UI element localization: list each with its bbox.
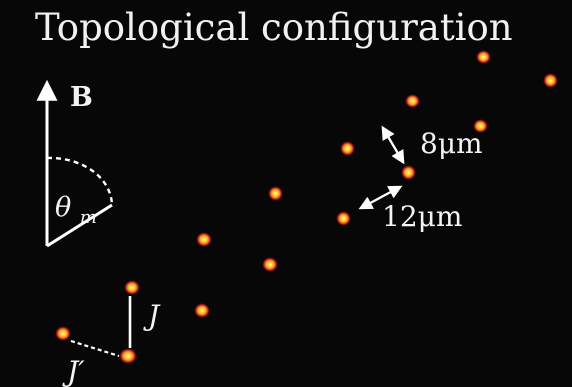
theta-subscript: m (80, 207, 97, 228)
atom-14 (119, 348, 137, 364)
long-distance-label: 12μm (382, 200, 462, 233)
atom-13 (55, 326, 71, 341)
atom-1 (476, 50, 491, 64)
magnetic-field-label: B (70, 82, 93, 113)
short-distance-label: 8μm (420, 127, 483, 160)
atom-6 (401, 165, 416, 180)
quantization-axis-line (46, 203, 113, 248)
atom-10 (262, 257, 278, 272)
theta-angle-arc (46, 156, 114, 206)
j-prime-coupling-label: J′ (62, 355, 85, 387)
atom-3 (405, 94, 420, 108)
atom-4 (473, 119, 488, 133)
atom-5 (340, 141, 355, 156)
atom-7 (268, 186, 283, 201)
atom-12 (194, 303, 210, 318)
coupling-annotations: J J′ (62, 296, 161, 387)
atom-9 (196, 232, 212, 247)
atoms-group (55, 50, 558, 364)
atom-2 (543, 73, 558, 88)
magnetic-field-diagram: B θ m (36, 79, 114, 248)
j-coupling-label: J (143, 299, 161, 332)
theta-symbol: θ (55, 192, 71, 223)
atom-8 (336, 211, 351, 226)
long-distance-arrow (358, 185, 403, 210)
figure-title: Topological configuration (35, 6, 513, 49)
j-prime-coupling-line (70, 339, 120, 358)
short-distance-arrow (381, 125, 405, 165)
distance-annotations: 8μm 12μm (358, 125, 483, 233)
theta-label: θ m (55, 192, 97, 228)
atom-11 (124, 280, 140, 295)
